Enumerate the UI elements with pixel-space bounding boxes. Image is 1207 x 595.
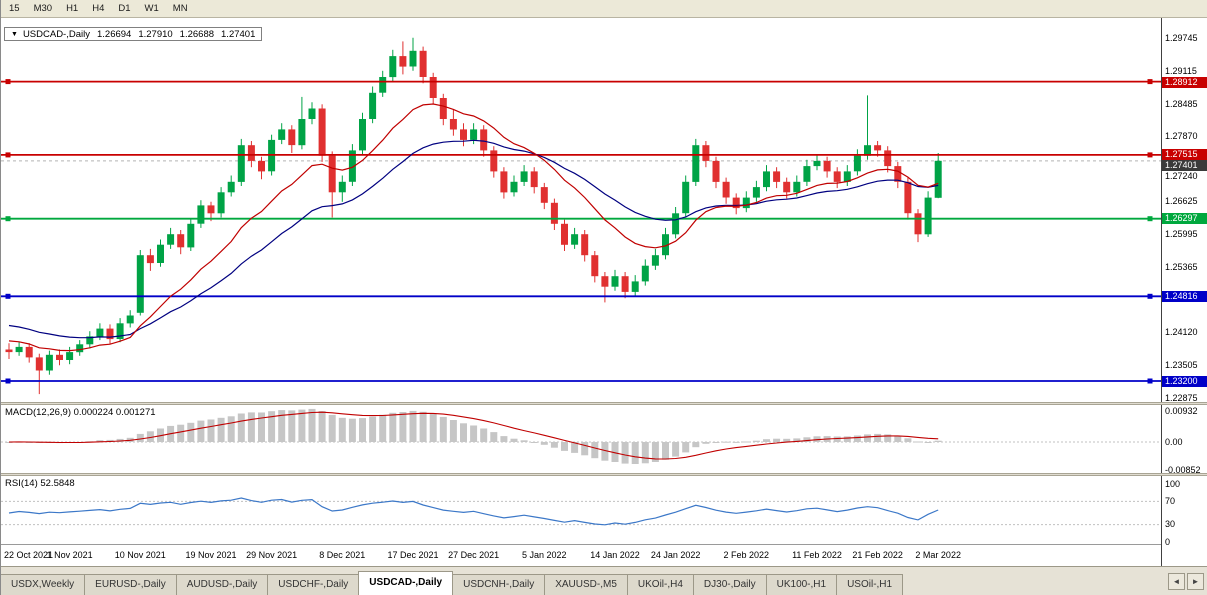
timeframe-button-h4[interactable]: H4 <box>92 3 105 14</box>
tab-dj30-daily[interactable]: DJ30-,Daily <box>692 574 767 595</box>
timeframe-button-w1[interactable]: W1 <box>144 3 159 14</box>
tab-eurusd-daily[interactable]: EURUSD-,Daily <box>84 574 177 595</box>
price-axis-label: 1.27240 <box>1165 171 1198 182</box>
macd-splitter[interactable] <box>1 402 1207 405</box>
line-price-badge: 1.28912 <box>1162 76 1207 88</box>
candlestick-chart[interactable] <box>1 18 1161 402</box>
price-axis-label: 1.23505 <box>1165 359 1198 370</box>
tab-usdx-weekly[interactable]: USDX,Weekly <box>1 574 86 595</box>
rsi-axis-label: 100 <box>1165 478 1181 489</box>
tab-scroll-controls: ◄ ► <box>1168 573 1204 590</box>
macd-axis-label: 0.00932 <box>1165 405 1198 416</box>
ohlc-close: 1.27401 <box>221 28 256 40</box>
tab-xauusd-m5[interactable]: XAUUSD-,M5 <box>544 574 628 595</box>
date-label: 24 Jan 2022 <box>650 550 701 560</box>
rsi-splitter[interactable] <box>1 473 1207 476</box>
tab-scroll-left-button[interactable]: ◄ <box>1168 573 1185 590</box>
date-label: 10 Nov 2021 <box>114 550 166 560</box>
rsi-axis-label: 70 <box>1165 495 1176 506</box>
current-price-badge: 1.27401 <box>1162 160 1207 172</box>
date-label: 2 Mar 2022 <box>915 550 961 560</box>
timeframe-button-15[interactable]: 15 <box>9 3 20 14</box>
price-axis-label: 1.28485 <box>1165 98 1198 109</box>
tab-strip: USDX,Weekly EURUSD-,Daily AUDUSD-,Daily USD… <box>1 571 904 595</box>
tab-usdcad-daily[interactable]: USDCAD-,Daily <box>358 571 454 595</box>
price-axis-label: 1.29745 <box>1165 32 1198 43</box>
date-label: 8 Dec 2021 <box>319 550 366 560</box>
line-price-badge: 1.26297 <box>1162 213 1207 225</box>
date-label: 27 Dec 2021 <box>448 550 500 560</box>
macd-chart[interactable] <box>1 405 1161 473</box>
date-label: 11 Feb 2022 <box>792 550 842 560</box>
macd-title: MACD(12,26,9) 0.000224 0.001271 <box>5 407 156 418</box>
ohlc-low: 1.26688 <box>179 28 215 40</box>
tab-usdchf-daily[interactable]: USDCHF-,Daily <box>267 574 360 595</box>
price-axis-label: 1.26625 <box>1165 196 1198 206</box>
price-axis-label: 1.29115 <box>1165 65 1197 76</box>
timeframe-button-d1[interactable]: D1 <box>118 3 131 14</box>
date-label: 19 Nov 2021 <box>185 550 237 560</box>
line-price-badge: 1.23200 <box>1162 375 1207 387</box>
price-axis-label: 1.22875 <box>1165 392 1198 403</box>
price-axis-label: 1.24120 <box>1165 327 1198 338</box>
chart-symbol-period: USDCAD-,Daily <box>22 28 90 40</box>
chart-title-box[interactable]: ▼ USDCAD-,Daily 1.26694 1.27910 1.26688 … <box>4 27 263 41</box>
price-axis[interactable]: 1.29745 1.29115 1.28912 1.28485 1.27870 1.275… <box>1161 18 1207 566</box>
date-label: 2 Feb 2022 <box>723 550 770 560</box>
date-label: 1 Nov 2021 <box>46 550 93 560</box>
rsi-chart[interactable] <box>1 476 1161 544</box>
line-price-badge: 1.27515 <box>1162 149 1207 161</box>
tab-usdcnh-daily[interactable]: USDCNH-,Daily <box>452 574 546 595</box>
timeframe-toolbar: 15 M30 H1 H4 D1 W1 MN <box>1 0 1207 18</box>
macd-axis-label: -0.00852 <box>1165 464 1201 475</box>
timeframe-button-h1[interactable]: H1 <box>66 3 79 14</box>
line-price-badge: 1.24816 <box>1162 290 1207 302</box>
ohlc-high: 1.27910 <box>138 28 173 40</box>
ohlc-open: 1.26694 <box>96 28 132 40</box>
macd-panel[interactable]: MACD(12,26,9) 0.000224 0.001271 <box>1 405 1161 473</box>
main-chart-panel[interactable]: ▼ USDCAD-,Daily 1.26694 1.27910 1.26688 … <box>1 18 1161 402</box>
date-label: 14 Jan 2022 <box>590 550 640 560</box>
timeframe-button-m30[interactable]: M30 <box>33 3 53 14</box>
tab-audusd-daily[interactable]: AUDUSD-,Daily <box>175 574 269 595</box>
collapse-triangle-icon[interactable]: ▼ <box>11 30 18 38</box>
date-axis[interactable]: 22 Oct 2021 1 Nov 2021 10 Nov 2021 19 Nov 2… <box>1 544 1161 566</box>
tab-scroll-right-button[interactable]: ► <box>1187 573 1204 590</box>
tab-ukoil-h4[interactable]: UKOil-,H4 <box>626 574 694 595</box>
date-label: 21 Feb 2022 <box>852 550 903 560</box>
tab-uk100-h1[interactable]: UK100-,H1 <box>765 574 838 595</box>
rsi-axis-label: 0 <box>1165 536 1171 547</box>
rsi-axis-label: 30 <box>1165 519 1176 530</box>
date-label: 22 Oct 2021 <box>4 550 54 560</box>
date-label: 29 Nov 2021 <box>246 550 298 560</box>
tab-usoil-h1[interactable]: USOil-,H1 <box>836 574 904 595</box>
date-label: 17 Dec 2021 <box>387 550 439 560</box>
macd-axis-label: 0.00 <box>1165 436 1183 447</box>
timeframe-button-mn[interactable]: MN <box>172 3 188 14</box>
rsi-title: RSI(14) 52.5848 <box>5 478 75 489</box>
rsi-panel[interactable]: RSI(14) 52.5848 <box>1 476 1161 544</box>
price-axis-label: 1.25365 <box>1165 262 1198 272</box>
price-axis-label: 1.25995 <box>1165 229 1198 239</box>
date-label: 5 Jan 2022 <box>522 550 567 560</box>
price-axis-label: 1.27870 <box>1165 130 1198 141</box>
chart-tab-bar: USDX,Weekly EURUSD-,Daily AUDUSD-,Daily USD… <box>1 566 1207 595</box>
